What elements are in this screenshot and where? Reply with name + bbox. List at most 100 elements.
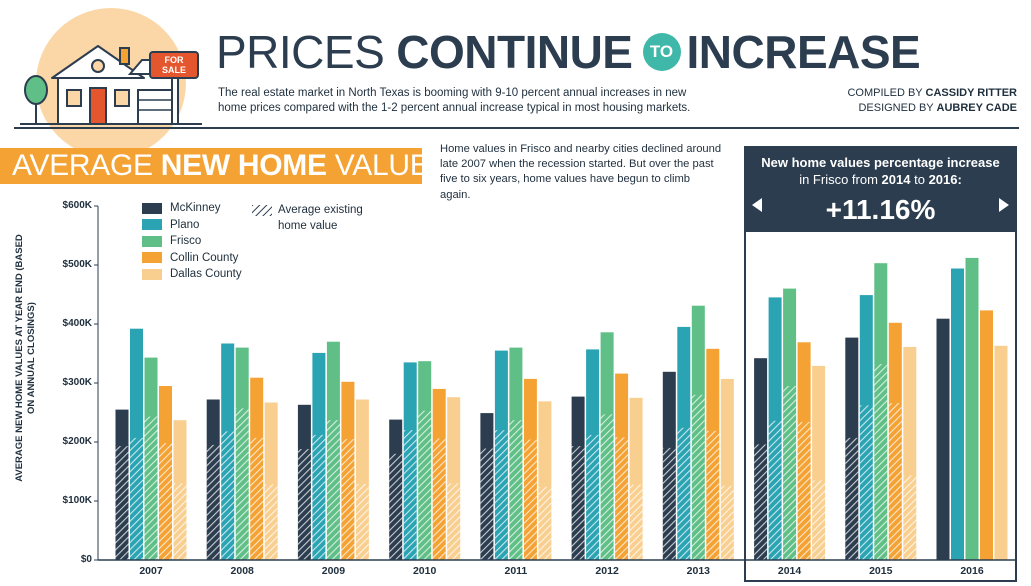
x-tick-2007: 2007 xyxy=(139,565,163,577)
header: FOR SALE PRICES CONTINUE TO INCREASE The… xyxy=(0,0,1031,158)
legend-item-frisco: Frisco xyxy=(142,235,201,247)
existing-collin-county-2010 xyxy=(432,438,446,560)
legend-swatch xyxy=(142,252,162,263)
legend-swatch xyxy=(142,219,162,230)
existing-dallas-county-2012 xyxy=(629,484,643,560)
existing-mckinney-2007 xyxy=(115,446,129,560)
title-to-badge: TO xyxy=(642,33,681,71)
legend-label: Frisco xyxy=(170,235,202,247)
y-tick-label: $600K xyxy=(62,200,92,211)
existing-frisco-2014 xyxy=(783,386,797,560)
existing-collin-county-2012 xyxy=(615,437,629,560)
credits: COMPILED BY CASSIDY RITTER DESIGNED BY A… xyxy=(847,86,1017,116)
legend-item-plano: Plano xyxy=(142,219,199,231)
legend-item-dallas-county: Dallas County xyxy=(142,268,242,280)
bar-frisco-2016 xyxy=(965,257,979,560)
legend-label: Collin County xyxy=(170,251,239,264)
frisco-callout-value: +11.16% xyxy=(825,194,936,225)
sign-line-1: FOR xyxy=(165,55,184,65)
existing-frisco-2013 xyxy=(691,394,705,560)
existing-mckinney-2011 xyxy=(480,448,494,560)
bar-collin-county-2016 xyxy=(980,310,993,560)
existing-dallas-county-2015 xyxy=(903,475,917,560)
x-tick-2013: 2013 xyxy=(686,565,710,577)
existing-dallas-county-2007 xyxy=(173,483,187,560)
existing-mckinney-2012 xyxy=(571,446,585,560)
existing-frisco-2008 xyxy=(235,408,249,560)
existing-dallas-county-2013 xyxy=(720,485,734,560)
y-tick-label: $400K xyxy=(62,318,92,329)
intro-text: The real estate market in North Texas is… xyxy=(218,87,691,114)
existing-mckinney-2014 xyxy=(754,444,768,560)
existing-collin-county-2011 xyxy=(523,439,537,560)
arrow-left-icon[interactable] xyxy=(752,198,762,212)
existing-plano-2009 xyxy=(312,434,326,560)
existing-dallas-county-2009 xyxy=(355,483,369,560)
existing-plano-2013 xyxy=(677,427,691,560)
title-word-continue: CONTINUE xyxy=(396,26,633,78)
x-tick-2015: 2015 xyxy=(869,565,893,577)
existing-collin-county-2014 xyxy=(797,421,811,560)
x-tick-2011: 2011 xyxy=(504,565,528,577)
existing-plano-2012 xyxy=(586,434,600,560)
existing-mckinney-2015 xyxy=(845,437,859,560)
y-tick-label: $0 xyxy=(80,554,92,565)
x-tick-2008: 2008 xyxy=(230,565,254,577)
existing-frisco-2010 xyxy=(418,410,432,560)
y-tick-label: $100K xyxy=(62,495,92,506)
x-tick-2014: 2014 xyxy=(777,565,802,577)
bar-dallas-county-2016 xyxy=(994,345,1008,560)
house-for-sale-icon: FOR SALE xyxy=(20,45,202,125)
existing-frisco-2011 xyxy=(509,420,523,560)
existing-frisco-2012 xyxy=(600,414,614,560)
legend-label: McKinney xyxy=(170,202,221,214)
existing-plano-2014 xyxy=(768,420,782,560)
existing-plano-2011 xyxy=(494,430,508,560)
sign-line-2: SALE xyxy=(162,65,186,75)
y-tick-label: $500K xyxy=(62,259,92,270)
legend-swatch xyxy=(142,202,162,214)
designed-by-line: DESIGNED BY AUBREY CADE xyxy=(858,102,1017,114)
existing-mckinney-2013 xyxy=(662,447,676,560)
existing-frisco-2009 xyxy=(326,420,340,560)
existing-frisco-2015 xyxy=(874,364,888,560)
legend-swatch-existing xyxy=(252,205,272,216)
page-title: PRICES CONTINUE TO INCREASE xyxy=(216,24,921,80)
title-word-increase: INCREASE xyxy=(686,26,921,78)
y-tick-label: $300K xyxy=(62,377,92,388)
x-tick-2016: 2016 xyxy=(960,565,984,577)
existing-mckinney-2009 xyxy=(297,449,311,560)
bars-group xyxy=(115,257,1008,561)
section-heading-band xyxy=(0,148,422,184)
existing-plano-2015 xyxy=(859,405,873,560)
existing-collin-county-2008 xyxy=(250,437,264,560)
existing-frisco-2007 xyxy=(144,416,158,560)
existing-mckinney-2008 xyxy=(206,444,220,560)
existing-plano-2010 xyxy=(403,430,417,560)
existing-collin-county-2007 xyxy=(159,443,172,560)
bar-plano-2016 xyxy=(951,268,964,560)
arrow-right-icon[interactable] xyxy=(999,198,1009,212)
bar-mckinney-2016 xyxy=(936,318,950,560)
existing-dallas-county-2008 xyxy=(264,484,278,560)
existing-dallas-county-2014 xyxy=(812,480,826,560)
existing-dallas-county-2011 xyxy=(538,486,552,560)
legend-item-collin-county: Collin County xyxy=(142,252,238,264)
existing-dallas-county-2010 xyxy=(447,483,461,560)
y-tick-label: $200K xyxy=(62,436,92,447)
frisco-callout-label: New home values percentage increase in F… xyxy=(761,155,1000,187)
frisco-callout-header xyxy=(744,146,1017,232)
existing-plano-2007 xyxy=(130,437,143,560)
legend-swatch xyxy=(142,235,162,247)
x-tick-2009: 2009 xyxy=(321,565,346,577)
legend-label-existing: Average existing home value xyxy=(278,204,363,232)
legend-label: Dallas County xyxy=(170,268,242,280)
existing-collin-county-2009 xyxy=(341,439,355,560)
legend-label: Plano xyxy=(170,218,200,231)
title-word-prices: PRICES xyxy=(216,26,385,78)
x-tick-2010: 2010 xyxy=(412,565,437,577)
legend-swatch xyxy=(142,268,162,280)
section-note: Home values in Frisco and nearby cities … xyxy=(440,143,722,201)
